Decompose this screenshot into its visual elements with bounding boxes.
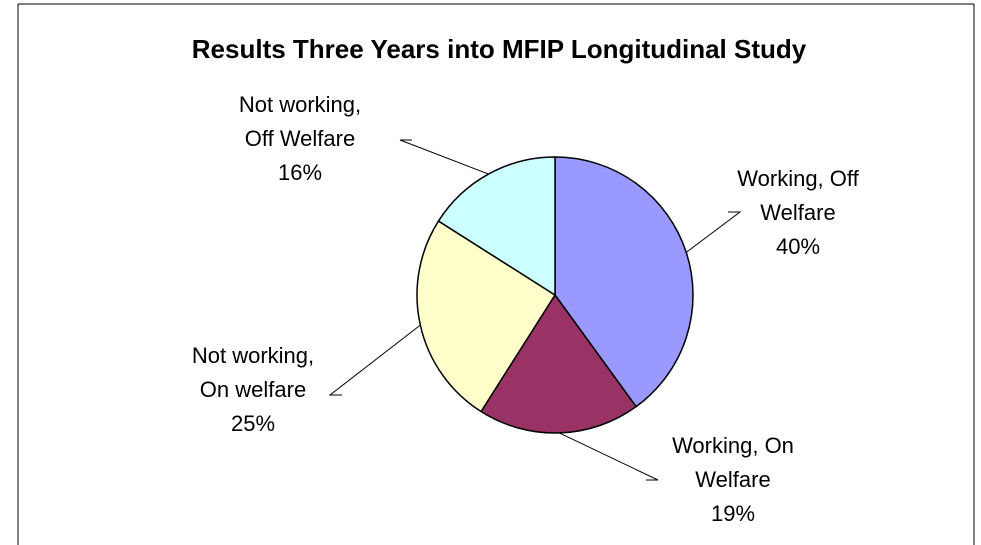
leader-line-1 — [559, 432, 659, 481]
pie-slice-1 — [480, 293, 638, 434]
slice-name-label-1-0: Working, On — [672, 433, 794, 458]
leader-line-3 — [399, 139, 489, 175]
leader-line-2 — [328, 324, 421, 396]
slice-name-label-3-0: Not working, — [239, 92, 361, 117]
slice-labels: Working, Off Welfare 40% Working, On Welfare… — [192, 92, 860, 526]
pie-slices — [416, 156, 694, 434]
slice-name-label-3-1: Off Welfare — [245, 126, 355, 151]
pie-slice-2 — [416, 220, 557, 413]
slice-name-label-0-1: Welfare — [760, 200, 835, 225]
slice-name-label-2-0: Not working, — [192, 343, 314, 368]
slice-name-label-2-1: On welfare — [200, 377, 306, 402]
slice-value-label-0: 40% — [776, 234, 820, 259]
pie-slice-3 — [437, 156, 556, 297]
slice-name-label-0-0: Working, Off — [737, 166, 859, 191]
slice-value-label-1: 19% — [711, 501, 755, 526]
leader-lines — [328, 139, 742, 481]
slice-value-label-2: 25% — [231, 411, 275, 436]
slice-value-label-3: 16% — [278, 160, 322, 185]
chart-title: Results Three Years into MFIP Longitudin… — [192, 34, 807, 64]
slice-name-label-1-1: Welfare — [695, 467, 770, 492]
leader-line-0 — [685, 211, 742, 253]
pie-slice-0 — [554, 156, 694, 408]
